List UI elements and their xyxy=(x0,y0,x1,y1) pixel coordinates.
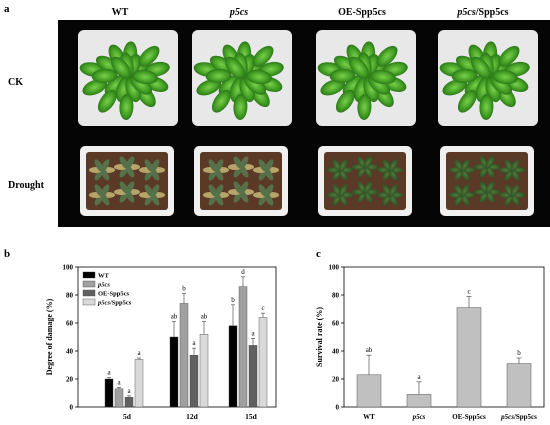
row-label-ck: CK xyxy=(8,77,23,88)
significance-letter: b xyxy=(517,349,521,357)
panel-c-letter: c xyxy=(316,248,321,260)
drought-plant-1 xyxy=(203,156,279,206)
y-tick-label: 40 xyxy=(332,348,340,356)
x-tick-label: 12d xyxy=(186,412,199,421)
significance-letter: a xyxy=(137,349,141,357)
plot-frame xyxy=(343,266,545,408)
significance-letter: a xyxy=(117,378,121,386)
bar xyxy=(179,303,189,408)
ck-plant-1 xyxy=(193,41,284,120)
legend-swatch xyxy=(82,289,96,297)
ck-plant-0 xyxy=(79,41,170,120)
bar xyxy=(248,345,258,408)
significance-letter: c xyxy=(467,287,470,295)
survival-chart: 0 20 40 60 80 100 Survival rate (%) ab WT a p5cs c O… xyxy=(315,264,545,421)
plant-photo-panel xyxy=(58,20,550,227)
y-tick-label: 40 xyxy=(66,348,74,356)
legend-swatch xyxy=(82,280,96,288)
x-tick-label: 15d xyxy=(245,412,258,421)
y-tick-label: 20 xyxy=(332,376,340,384)
significance-letter: ab xyxy=(171,313,178,321)
legend-swatch xyxy=(82,298,96,306)
significance-letter: a xyxy=(127,387,131,395)
x-tick-label: p5cs xyxy=(412,413,426,421)
significance-letter: a xyxy=(417,373,421,381)
y-tick-label: 0 xyxy=(70,404,74,412)
bar xyxy=(258,317,268,408)
ck-plant-2 xyxy=(317,41,408,120)
bar xyxy=(124,396,134,408)
y-tick-label: 60 xyxy=(332,320,340,328)
significance-letter: a xyxy=(107,369,111,377)
bar xyxy=(506,363,532,408)
y-tick-label: 60 xyxy=(66,320,74,328)
bar xyxy=(228,325,238,408)
significance-letter: ab xyxy=(201,313,208,321)
row-label-drought: Drought xyxy=(8,180,44,191)
bar xyxy=(238,286,248,408)
significance-letter: a xyxy=(192,339,196,347)
bar xyxy=(169,336,179,408)
y-tick-label: 20 xyxy=(66,376,74,384)
bar xyxy=(189,354,199,408)
x-tick-label: p5cs/Spp5cs xyxy=(500,413,537,421)
bar xyxy=(104,378,114,408)
legend-label: p5cs xyxy=(97,282,110,289)
column-label-wt: WT xyxy=(111,7,129,18)
x-tick-label: OE-Spp5cs xyxy=(452,413,486,421)
y-tick-label: 100 xyxy=(63,264,74,272)
bar xyxy=(356,374,382,408)
plant-photo-grid xyxy=(78,30,538,216)
y-axis-label: Degree of damage (%) xyxy=(45,298,54,375)
bar xyxy=(199,333,209,408)
drought-plant-0 xyxy=(89,156,165,206)
significance-letter: b xyxy=(182,285,186,293)
column-label-p5cs: p5cs xyxy=(229,7,249,18)
bar xyxy=(134,359,144,408)
legend-label: WT xyxy=(98,273,110,280)
significance-letter: a xyxy=(251,329,255,337)
y-tick-label: 0 xyxy=(336,404,340,412)
y-tick-label: 80 xyxy=(332,292,340,300)
bar xyxy=(406,394,432,408)
legend-label: OE-Spp5cs xyxy=(98,291,130,298)
bar xyxy=(456,307,482,408)
y-tick-label: 80 xyxy=(66,292,74,300)
x-tick-label: 5d xyxy=(123,412,132,421)
column-label-p5cs-spp5cs: p5cs/Spp5cs xyxy=(457,7,509,18)
drought-plant-3 xyxy=(449,156,525,206)
column-label-oe-spp5cs: OE-Spp5cs xyxy=(338,7,386,18)
significance-letter: d xyxy=(241,268,245,276)
significance-letter: ab xyxy=(366,346,373,354)
legend-swatch xyxy=(82,271,96,279)
significance-letter: b xyxy=(231,296,235,304)
y-tick-label: 100 xyxy=(329,264,340,272)
panel-a-letter: a xyxy=(4,3,10,15)
significance-letter: c xyxy=(261,304,264,312)
x-tick-label: WT xyxy=(363,413,375,421)
ck-plant-3 xyxy=(439,41,530,120)
legend-label: p5cs/Spp5cs xyxy=(97,300,132,307)
y-axis-label: Survival rate (%) xyxy=(315,307,324,367)
bar xyxy=(114,388,124,408)
panel-b-letter: b xyxy=(4,248,11,260)
drought-plant-2 xyxy=(327,156,403,206)
